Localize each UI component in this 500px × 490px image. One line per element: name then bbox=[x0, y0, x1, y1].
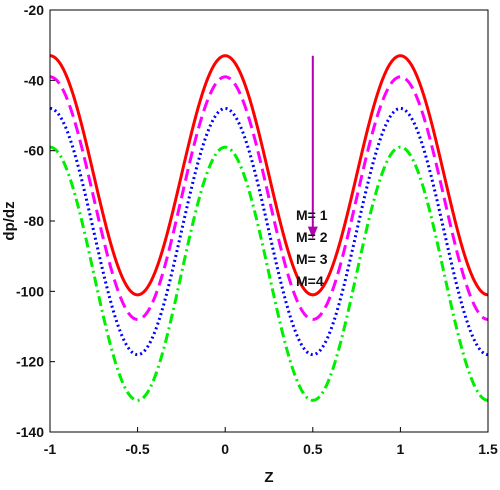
x-tick-label: 0 bbox=[221, 441, 229, 457]
y-tick-label: -100 bbox=[16, 283, 44, 299]
y-tick-label: -40 bbox=[24, 72, 44, 88]
x-tick-label: -1 bbox=[44, 441, 57, 457]
series-line-1 bbox=[49, 54, 489, 297]
series-line-3 bbox=[49, 106, 489, 357]
annotation-arrow-head bbox=[307, 226, 318, 239]
plot-frame bbox=[49, 9, 489, 433]
plot-lines bbox=[49, 54, 489, 402]
x-axis-ticks: -1 -0.5 0 0.5 1 1.5 bbox=[44, 427, 498, 457]
y-tick-label: -120 bbox=[16, 354, 44, 370]
y-tick-label: -60 bbox=[24, 143, 44, 159]
annotation-label: M=4 bbox=[296, 273, 324, 289]
y-axis-ticks: -20 -40 -60 -80 -100 -120 -140 bbox=[16, 2, 55, 440]
series-line-4 bbox=[49, 145, 489, 402]
y-tick-label: -140 bbox=[16, 424, 44, 440]
y-tick-label: -20 bbox=[24, 2, 44, 18]
y-axis-label: dp/dz bbox=[1, 201, 18, 240]
annotation-label: M= 3 bbox=[296, 251, 328, 267]
x-tick-label: 1 bbox=[397, 441, 405, 457]
x-tick-label: 0.5 bbox=[303, 441, 323, 457]
y-tick-label: -80 bbox=[24, 213, 44, 229]
annotation: M= 1 M= 2 M= 3 M=4 bbox=[296, 55, 328, 289]
x-tick-label: 1.5 bbox=[478, 441, 498, 457]
x-tick-label: -0.5 bbox=[126, 441, 150, 457]
series-line-2 bbox=[49, 75, 489, 321]
annotation-label: M= 1 bbox=[296, 207, 328, 223]
x-axis-label: Z bbox=[264, 469, 273, 486]
annotation-label: M= 2 bbox=[296, 229, 328, 245]
